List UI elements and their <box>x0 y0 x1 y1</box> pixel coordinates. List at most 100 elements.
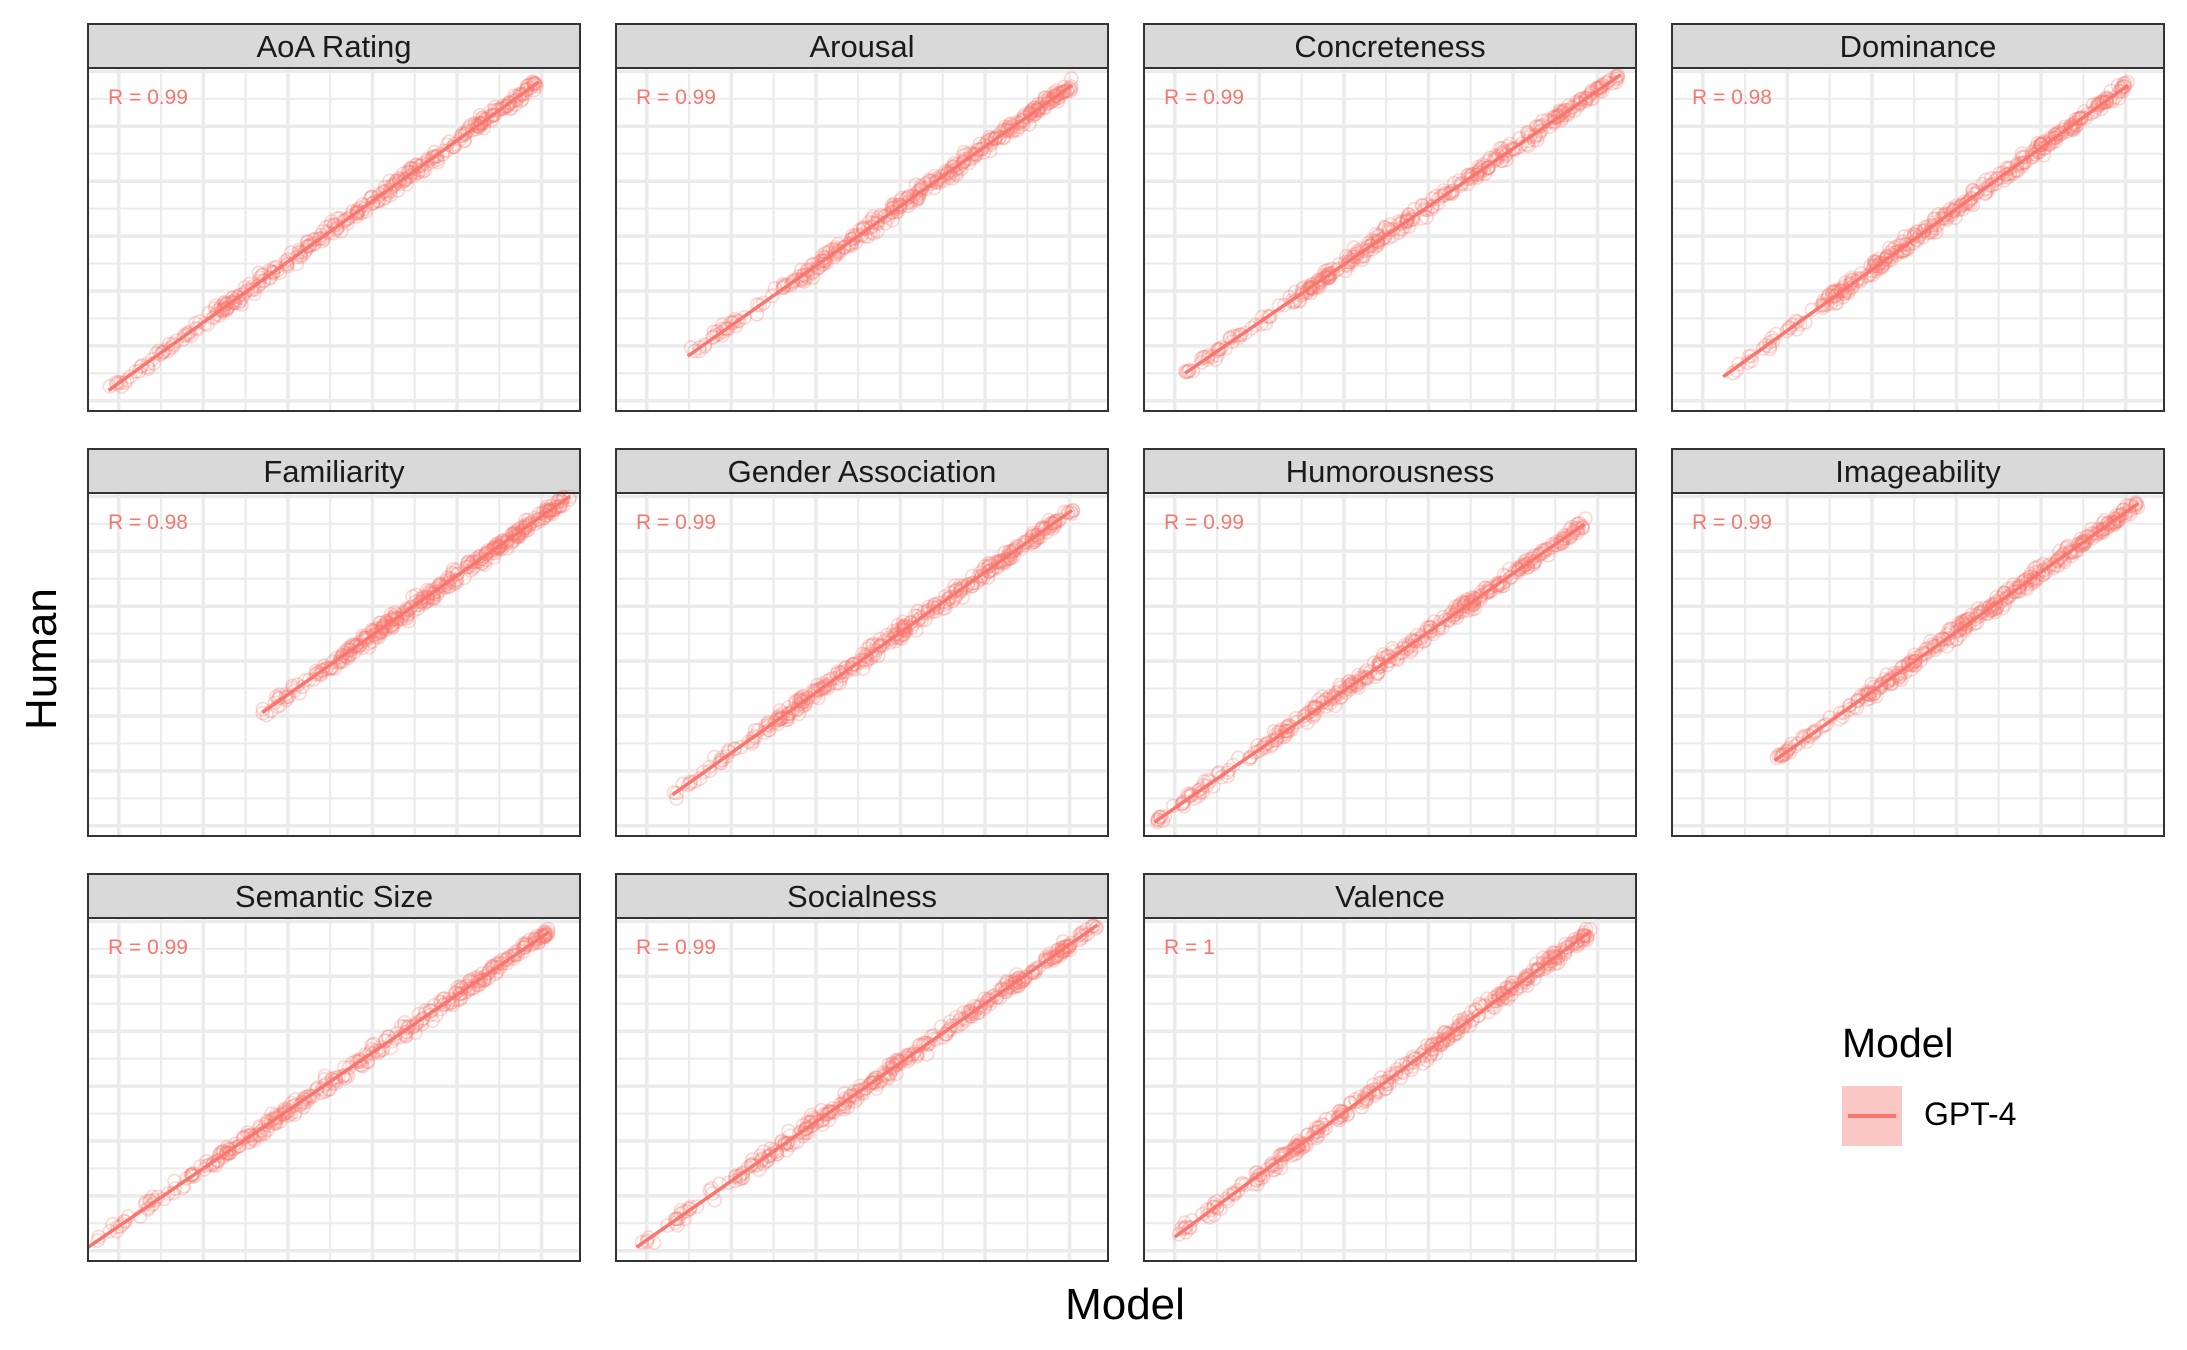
scatter-point <box>1355 243 1370 259</box>
scatter-point <box>379 183 394 199</box>
scatter-point <box>1031 100 1046 116</box>
scatter-point <box>358 630 374 646</box>
scatter-point <box>352 634 368 650</box>
scatter-point <box>460 559 475 575</box>
scatter-point <box>1948 200 1964 215</box>
scatter-point <box>1295 286 1310 302</box>
scatter-point <box>2080 106 2095 121</box>
scatter-point <box>1295 284 1310 300</box>
scatter-point <box>2063 121 2078 137</box>
scatter-point <box>508 92 524 108</box>
scatter-point <box>1181 363 1196 379</box>
scatter-point <box>1593 79 1609 94</box>
scatter-point <box>1507 142 1522 157</box>
scatter-point <box>1052 86 1068 101</box>
scatter-point <box>324 214 339 229</box>
scatter-point <box>1040 96 1055 111</box>
scatter-point <box>315 662 331 678</box>
scatter-point <box>1319 268 1335 284</box>
scatter-point <box>420 590 435 605</box>
scatter-point <box>1200 349 1216 365</box>
scatter-point <box>522 515 537 531</box>
scatter-point <box>484 107 500 122</box>
scatter-point <box>1782 320 1798 336</box>
scatter-point <box>908 177 924 193</box>
scatter-point <box>2096 95 2111 111</box>
scatter-point <box>424 151 440 167</box>
scatter-point <box>370 626 385 641</box>
scatter-point <box>818 253 833 268</box>
scatter-point <box>902 192 918 208</box>
scatter-point <box>519 83 535 98</box>
scatter-point <box>436 143 452 158</box>
scatter-point <box>923 176 939 192</box>
scatter-point <box>388 610 404 626</box>
scatter-point <box>1490 152 1505 167</box>
scatter-point <box>386 612 402 627</box>
scatter-point <box>449 567 465 582</box>
scatter-point <box>1454 176 1470 191</box>
scatter-point <box>312 665 327 680</box>
scatter-point <box>1878 251 1893 267</box>
scatter-point <box>487 107 503 123</box>
scatter-point <box>1505 141 1521 157</box>
scatter-point <box>427 149 443 165</box>
scatter-point <box>908 189 924 204</box>
scatter-point <box>1200 352 1215 367</box>
scatter-point <box>1917 223 1932 238</box>
scatter-point <box>2054 125 2070 141</box>
scatter-point <box>1211 341 1227 357</box>
scatter-point <box>292 247 308 262</box>
scatter-point <box>111 374 126 390</box>
scatter-point <box>473 115 489 131</box>
scatter-point <box>987 131 1003 147</box>
scatter-point <box>1179 364 1194 380</box>
scatter-point <box>441 575 456 591</box>
fit-line <box>261 494 571 714</box>
scatter-point <box>396 606 412 622</box>
panel-border <box>1143 67 1637 412</box>
scatter-point <box>361 629 376 645</box>
scatter-point <box>846 230 862 245</box>
scatter-point <box>226 294 242 309</box>
scatter-point <box>1312 274 1327 290</box>
scatter-point <box>490 540 506 556</box>
scatter-point <box>308 666 324 682</box>
scatter-point <box>298 243 314 258</box>
scatter-point <box>1038 520 1053 536</box>
legend: Model GPT-4 <box>1840 1020 2140 1170</box>
scatter-point <box>176 328 192 344</box>
scatter-point <box>523 80 538 96</box>
scatter-point <box>279 257 295 272</box>
scatter-point <box>219 296 235 312</box>
scatter-point <box>1872 255 1887 271</box>
scatter-point <box>1892 243 1907 259</box>
scatter-point <box>128 364 143 379</box>
scatter-point <box>1835 280 1851 296</box>
scatter-point <box>473 551 489 567</box>
scatter-point <box>1349 249 1365 264</box>
scatter-point <box>1471 165 1486 180</box>
scatter-point <box>1496 146 1512 161</box>
scatter-point <box>218 296 234 312</box>
scatter-point <box>2034 137 2050 152</box>
fit-line <box>1184 73 1622 375</box>
scatter-point <box>1194 354 1210 370</box>
scatter-point <box>333 651 349 667</box>
scatter-point <box>1442 185 1458 201</box>
scatter-point <box>302 239 317 254</box>
scatter-point <box>478 546 494 562</box>
scatter-point <box>486 540 502 555</box>
scatter-point <box>1350 245 1365 260</box>
scatter-point <box>1178 364 1193 379</box>
scatter-point <box>964 147 980 162</box>
scatter-point <box>305 237 320 253</box>
scatter-point <box>1980 181 1996 196</box>
scatter-point <box>2083 106 2099 121</box>
scatter-point <box>1051 513 1066 529</box>
scatter-point <box>983 137 999 152</box>
scatter-point <box>1248 317 1263 333</box>
scatter-point <box>1022 105 1038 121</box>
scatter-point <box>1984 177 1999 192</box>
scatter-point <box>1370 233 1385 249</box>
